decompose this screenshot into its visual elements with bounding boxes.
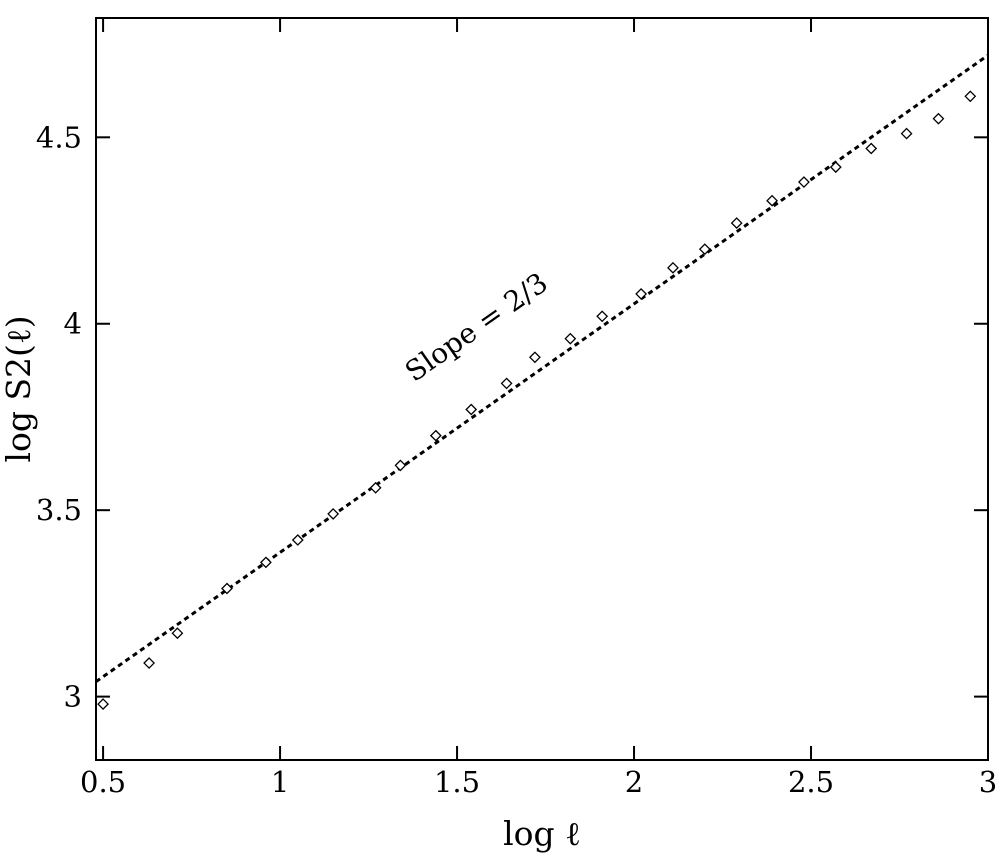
data-point (798, 176, 810, 188)
data-point (635, 288, 648, 300)
x-tick-label: 2 (625, 765, 643, 799)
data-point (327, 507, 340, 520)
data-point (932, 112, 945, 125)
data-point (171, 627, 184, 640)
data-point (564, 332, 577, 345)
data-point (143, 657, 156, 669)
axis-ticks (96, 18, 989, 760)
data-point (429, 429, 442, 442)
axis-tick-labels: 0.5 1 1.5 2 2.5 3 3 3.5 4 4.5 (36, 120, 997, 799)
y-tick-label: 4.5 (36, 120, 82, 154)
x-tick-label: 0.5 (80, 765, 126, 799)
data-point (369, 481, 382, 494)
data-point (900, 127, 913, 140)
x-tick-label: 1 (271, 765, 289, 799)
data-point (97, 698, 109, 710)
data-point (964, 90, 977, 103)
fit-line (95, 54, 989, 683)
x-tick-label: 1.5 (434, 765, 480, 799)
data-point (596, 310, 609, 323)
data-point (529, 351, 541, 364)
data-points (97, 90, 977, 710)
data-point (698, 243, 711, 256)
y-tick-label: 3 (64, 680, 82, 714)
data-point (221, 582, 233, 595)
data-point (465, 403, 478, 416)
x-axis-title: log ℓ (503, 814, 581, 853)
data-point (667, 261, 679, 274)
data-point (259, 556, 272, 569)
data-point (291, 534, 304, 546)
y-axis-title: log S2(ℓ) (0, 315, 38, 462)
plot-frame (95, 17, 989, 761)
data-point (829, 161, 842, 174)
slope-annotation: Slope = 2/3 (399, 266, 554, 388)
x-tick-label: 2.5 (788, 765, 834, 799)
x-tick-label: 3 (979, 765, 997, 799)
data-point (394, 459, 407, 472)
data-point (865, 142, 878, 155)
y-tick-label: 3.5 (36, 493, 82, 527)
data-point (730, 217, 743, 229)
y-tick-label: 4 (64, 307, 82, 341)
data-point (766, 194, 778, 207)
data-point (500, 377, 513, 390)
